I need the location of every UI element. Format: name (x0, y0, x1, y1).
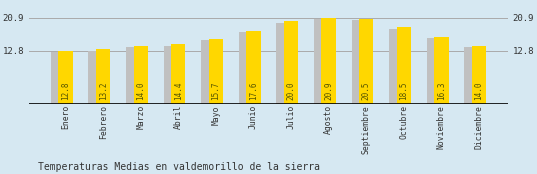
Text: Temperaturas Medias en valdemorillo de la sierra: Temperaturas Medias en valdemorillo de l… (38, 162, 320, 172)
Bar (239, 32, 253, 104)
Bar (96, 49, 110, 104)
Bar (472, 46, 486, 104)
Text: 14.0: 14.0 (475, 82, 483, 100)
Bar (59, 51, 72, 104)
Text: 16.3: 16.3 (437, 82, 446, 100)
Text: 20.5: 20.5 (362, 82, 371, 100)
Text: 13.2: 13.2 (99, 82, 107, 100)
Bar (201, 40, 215, 104)
Bar (134, 46, 148, 104)
Bar (246, 31, 260, 104)
Bar (389, 29, 403, 104)
Text: 20.9: 20.9 (324, 82, 333, 100)
Bar (209, 39, 223, 104)
Bar (126, 47, 140, 104)
Bar (352, 21, 366, 104)
Text: 20.0: 20.0 (287, 82, 295, 100)
Bar (277, 23, 291, 104)
Text: 12.8: 12.8 (61, 82, 70, 100)
Bar (359, 19, 373, 104)
Bar (51, 52, 65, 104)
Bar (89, 51, 103, 104)
Text: 14.0: 14.0 (136, 82, 145, 100)
Bar (322, 18, 336, 104)
Bar (284, 21, 298, 104)
Bar (397, 27, 411, 104)
Bar (434, 37, 448, 104)
Bar (171, 44, 185, 104)
Text: 18.5: 18.5 (400, 82, 408, 100)
Bar (164, 46, 178, 104)
Text: 17.6: 17.6 (249, 82, 258, 100)
Text: 14.4: 14.4 (174, 82, 183, 100)
Bar (465, 47, 478, 104)
Text: 15.7: 15.7 (212, 82, 220, 100)
Bar (314, 19, 328, 104)
Bar (427, 38, 441, 104)
